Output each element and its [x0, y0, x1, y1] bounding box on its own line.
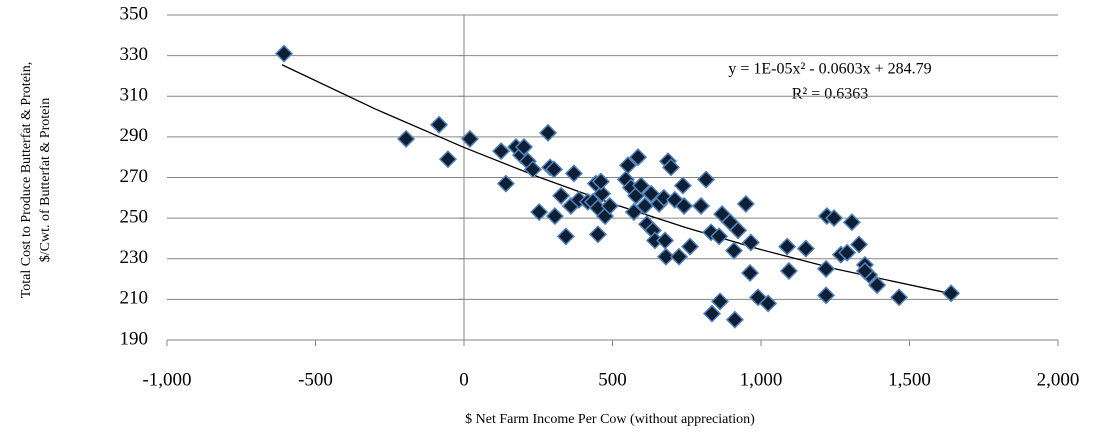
point — [838, 243, 857, 262]
x-tick-label: 500 — [598, 369, 627, 390]
point — [696, 170, 716, 189]
point — [849, 235, 869, 254]
x-tick-label: 1,500 — [888, 369, 931, 390]
point — [942, 284, 961, 303]
point — [729, 221, 748, 240]
y-tick-label: 290 — [120, 125, 149, 146]
point — [816, 259, 836, 278]
x-tick-label: 2,000 — [1037, 369, 1080, 390]
x-tick-label: 1,000 — [740, 369, 783, 390]
point — [624, 202, 643, 222]
x-tick-label: -1,000 — [142, 369, 191, 390]
r-squared: R² = 0.6363 — [792, 86, 869, 103]
point — [544, 160, 564, 179]
y-tick-label: 310 — [120, 85, 149, 106]
trend-equation: y = 1E-05x² - 0.0603x + 284.79 — [728, 61, 931, 78]
point — [868, 276, 887, 295]
point — [514, 137, 534, 157]
point — [842, 213, 861, 232]
point — [588, 225, 608, 244]
point — [710, 292, 730, 311]
point — [656, 247, 676, 266]
x-axis-label: $ Net Farm Income Per Cow (without appre… — [465, 412, 755, 427]
point — [631, 176, 651, 195]
point — [779, 261, 798, 280]
point — [725, 310, 744, 329]
point — [460, 129, 480, 148]
point — [552, 186, 571, 205]
point — [397, 129, 416, 148]
y-axis-label: $/Cwt. of Butterfat & Protein — [38, 98, 53, 262]
point — [710, 227, 729, 246]
point — [438, 150, 458, 169]
point — [691, 196, 711, 215]
x-tick-label: -500 — [298, 369, 333, 390]
point — [274, 44, 294, 63]
point — [492, 142, 511, 161]
point — [628, 148, 648, 167]
y-axis-label: Total Cost to Produce Butterfat & Protei… — [19, 62, 34, 299]
point — [673, 176, 692, 195]
point — [778, 237, 797, 256]
point — [538, 123, 558, 142]
point — [564, 164, 583, 183]
point — [656, 231, 675, 250]
y-tick-label: 250 — [120, 206, 149, 227]
point — [593, 184, 612, 203]
point — [669, 247, 689, 266]
point — [556, 227, 575, 246]
point — [591, 172, 610, 191]
y-tick-label: 210 — [120, 288, 149, 309]
point — [890, 288, 909, 307]
point — [635, 196, 654, 215]
point — [429, 115, 449, 134]
point — [530, 202, 549, 222]
y-tick-label: 230 — [120, 247, 149, 268]
point — [523, 160, 542, 179]
x-tick-label: 0 — [459, 369, 469, 390]
point — [759, 294, 778, 313]
point — [600, 196, 619, 215]
point — [702, 304, 722, 323]
y-tick-label: 350 — [120, 3, 149, 24]
y-tick-label: 330 — [120, 44, 149, 65]
point — [618, 156, 638, 175]
point — [736, 194, 755, 213]
point — [740, 263, 760, 283]
y-tick-label: 270 — [120, 166, 149, 187]
point — [545, 207, 564, 226]
point — [796, 239, 815, 258]
point — [675, 196, 694, 215]
point — [680, 237, 700, 256]
point — [825, 209, 844, 228]
y-tick-label: 190 — [120, 328, 149, 349]
point — [496, 174, 515, 193]
point — [724, 241, 744, 260]
point — [855, 261, 875, 280]
point — [661, 158, 681, 177]
point — [741, 233, 760, 252]
point — [816, 286, 836, 305]
